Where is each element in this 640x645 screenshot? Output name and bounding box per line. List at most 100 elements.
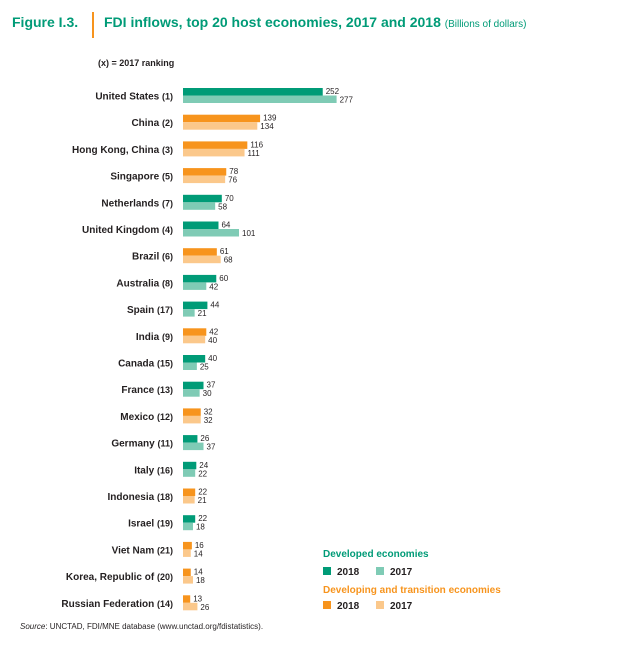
category-label: Singapore (5) [110, 172, 173, 183]
bar-2018 [183, 88, 323, 96]
bar-2017 [183, 122, 258, 130]
value-label-2018: 60 [219, 274, 228, 283]
figure-label: Figure I.3. [12, 14, 79, 30]
category-name: Korea, Republic of [66, 572, 157, 583]
bar-2017 [183, 148, 245, 157]
bar-2017 [183, 602, 198, 611]
bar-2017 [183, 442, 204, 451]
value-label-2018: 22 [198, 514, 207, 523]
category-rank: (12) [157, 412, 173, 422]
category-label: Mexico (12) [120, 412, 173, 423]
bar-2017 [183, 415, 201, 424]
bar-2017 [183, 362, 197, 370]
category-label: Korea, Republic of (20) [66, 572, 173, 583]
value-label-2017: 25 [200, 363, 209, 372]
value-label-2017: 277 [340, 96, 354, 105]
legend-developing-title: Developing and transition economies [323, 585, 501, 596]
category-rank: (13) [157, 385, 173, 395]
bar-2018 [183, 595, 191, 603]
category-label: India (9) [136, 332, 173, 343]
legend-developing-2017-label: 2017 [390, 601, 413, 612]
legend-swatch-developed-2017 [376, 567, 384, 575]
value-label-2018: 16 [195, 541, 204, 550]
value-label-2018: 64 [221, 221, 230, 230]
bar-2017 [183, 496, 195, 504]
bar-2017 [183, 282, 207, 290]
value-label-2017: 14 [194, 549, 203, 558]
category-rank: (16) [157, 465, 173, 475]
category-name: Mexico [120, 412, 157, 423]
value-label-2017: 21 [198, 309, 207, 318]
value-label-2017: 22 [198, 469, 207, 478]
category-name: Israel [128, 519, 157, 530]
bar-2017 [183, 576, 193, 584]
value-label-2018: 42 [209, 327, 218, 336]
bar-2018 [183, 568, 191, 577]
category-rank: (1) [162, 92, 173, 102]
value-label-2018: 22 [198, 488, 207, 497]
bar-2017 [183, 389, 200, 397]
value-label-2018: 61 [220, 247, 229, 256]
category-name: United Kingdom [82, 225, 162, 236]
category-name: Brazil [132, 252, 162, 263]
value-label-2018: 116 [250, 140, 263, 149]
category-name: China [131, 118, 162, 129]
value-label-2017: 101 [242, 229, 256, 238]
category-rank: (5) [162, 172, 173, 182]
bar-2017 [183, 549, 191, 557]
category-name: United States [95, 92, 162, 103]
category-rank: (19) [157, 519, 173, 529]
source-note: Source: UNCTAD, FDI/MNE database (www.un… [20, 622, 263, 631]
value-label-2018: 13 [193, 594, 202, 603]
category-rank: (20) [157, 572, 173, 582]
bar-2018 [183, 488, 196, 496]
legend-swatch-developing-2017 [376, 601, 384, 609]
category-label: Spain (17) [127, 305, 173, 316]
category-label: Australia (8) [116, 278, 173, 289]
category-name: Indonesia [108, 492, 157, 503]
bar-2018 [183, 114, 261, 123]
category-name: France [121, 385, 157, 396]
category-name: Russian Federation [61, 599, 157, 610]
category-rank: (14) [157, 599, 173, 609]
category-name: Singapore [110, 172, 162, 183]
bar-2017 [183, 255, 221, 264]
category-name: Italy [134, 465, 157, 476]
category-label: France (13) [121, 385, 173, 396]
legend-developed-2017-label: 2017 [390, 567, 413, 578]
category-label: China (2) [131, 118, 173, 129]
category-rank: (4) [162, 225, 173, 235]
category-name: India [136, 332, 162, 343]
bar-2017 [183, 175, 226, 184]
bar-2017 [183, 309, 195, 317]
bar-2018 [183, 541, 192, 550]
value-label-2017: 32 [204, 416, 213, 425]
legend-swatch-developing-2018 [323, 601, 331, 609]
value-label-2017: 76 [228, 176, 237, 185]
bar-2017 [183, 522, 193, 531]
category-label: Netherlands (7) [101, 198, 173, 209]
category-label: Germany (11) [111, 439, 173, 450]
category-rank: (6) [162, 252, 173, 262]
category-label: Russian Federation (14) [61, 599, 173, 610]
category-label: Viet Nam (21) [112, 545, 173, 556]
source-text: : UNCTAD, FDI/MNE database (www.unctad.o… [45, 622, 264, 631]
bar-2018 [183, 274, 217, 283]
bar-2017 [183, 469, 196, 477]
category-rank: (3) [162, 145, 173, 155]
bar-2017 [183, 95, 337, 103]
category-label: United Kingdom (4) [82, 225, 173, 236]
category-rank: (9) [162, 332, 173, 342]
bar-2017 [183, 229, 240, 237]
category-rank: (8) [162, 278, 173, 288]
category-name: Viet Nam [112, 545, 157, 556]
value-label-2017: 30 [203, 389, 212, 398]
figure-unit: (Billions of dollars) [444, 19, 527, 30]
source-label: Source [20, 622, 46, 631]
legend-swatch-developed-2018 [323, 567, 331, 575]
bar-2017 [183, 202, 216, 210]
value-label-2017: 42 [209, 282, 218, 291]
category-rank: (18) [157, 492, 173, 502]
category-label: Brazil (6) [132, 252, 173, 263]
